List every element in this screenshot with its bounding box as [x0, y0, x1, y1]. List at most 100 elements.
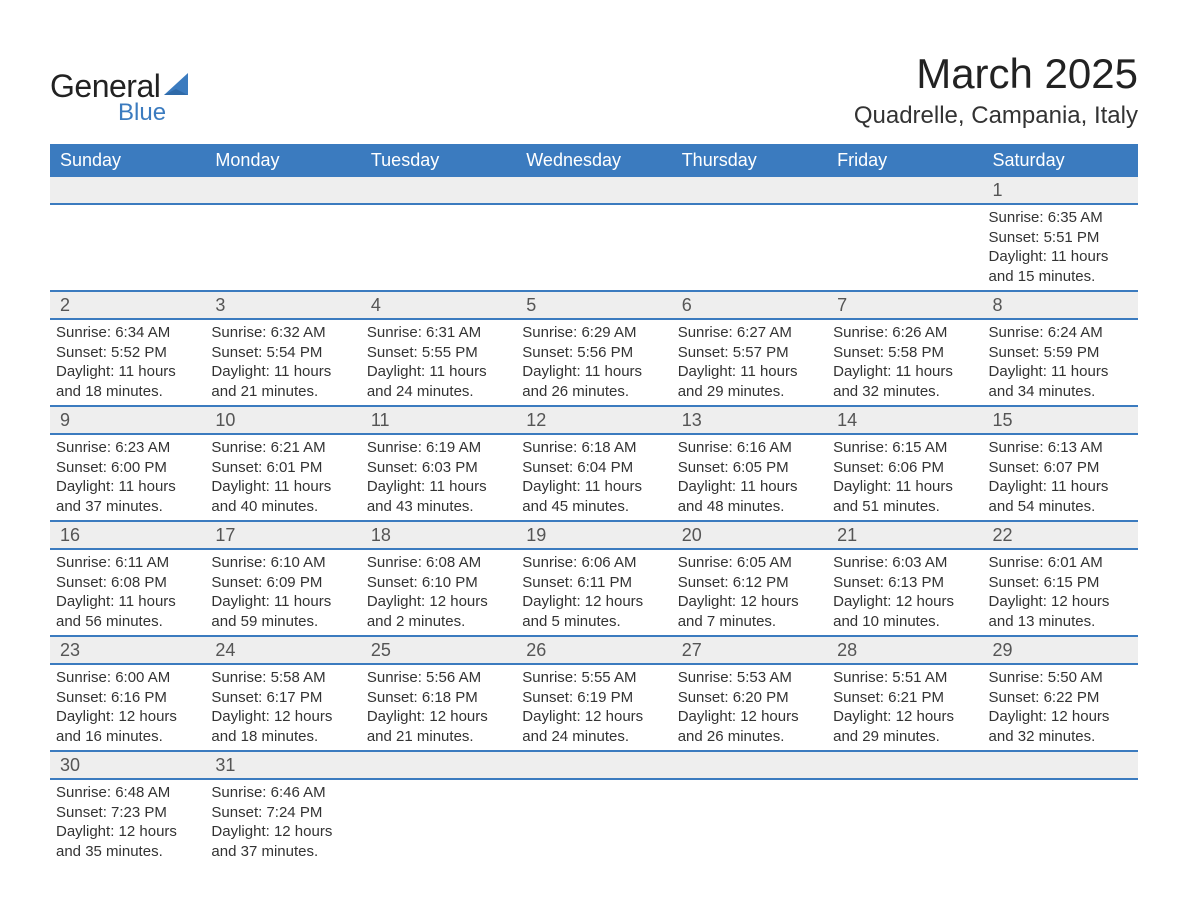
daylight-line1: Daylight: 12 hours — [989, 592, 1132, 612]
day-data-cell — [361, 779, 516, 865]
daylight-line1: Daylight: 11 hours — [211, 477, 354, 497]
sunrise-text: Sunrise: 6:35 AM — [989, 208, 1132, 228]
day-number-cell — [50, 177, 205, 204]
day-data-cell — [672, 204, 827, 291]
day-data-cell: Sunrise: 6:11 AMSunset: 6:08 PMDaylight:… — [50, 549, 205, 636]
sunrise-text: Sunrise: 6:31 AM — [367, 323, 510, 343]
day-number: 31 — [205, 752, 360, 778]
day-number-cell: 22 — [983, 521, 1138, 549]
weekday-header: Monday — [205, 144, 360, 177]
day-data-cell: Sunrise: 6:13 AMSunset: 6:07 PMDaylight:… — [983, 434, 1138, 521]
day-number: 6 — [672, 292, 827, 318]
sunset-text: Sunset: 6:21 PM — [833, 688, 976, 708]
sunset-text: Sunset: 6:18 PM — [367, 688, 510, 708]
day-data-cell — [827, 779, 982, 865]
daylight-line2: and 54 minutes. — [989, 497, 1132, 517]
sunset-text: Sunset: 6:00 PM — [56, 458, 199, 478]
daylight-line2: and 5 minutes. — [522, 612, 665, 632]
day-number-cell — [516, 751, 671, 779]
day-data: Sunrise: 6:00 AMSunset: 6:16 PMDaylight:… — [50, 665, 205, 750]
day-number-cell — [361, 177, 516, 204]
day-data-cell: Sunrise: 6:27 AMSunset: 5:57 PMDaylight:… — [672, 319, 827, 406]
day-data-row: Sunrise: 6:23 AMSunset: 6:00 PMDaylight:… — [50, 434, 1138, 521]
day-number: 25 — [361, 637, 516, 663]
day-number: 26 — [516, 637, 671, 663]
sunrise-text: Sunrise: 6:48 AM — [56, 783, 199, 803]
day-number-cell — [205, 177, 360, 204]
day-number: 23 — [50, 637, 205, 663]
sunset-text: Sunset: 6:10 PM — [367, 573, 510, 593]
day-number-row: 2345678 — [50, 291, 1138, 319]
day-data: Sunrise: 6:21 AMSunset: 6:01 PMDaylight:… — [205, 435, 360, 520]
daylight-line1: Daylight: 11 hours — [989, 477, 1132, 497]
daylight-line1: Daylight: 12 hours — [678, 707, 821, 727]
sunrise-text: Sunrise: 6:00 AM — [56, 668, 199, 688]
daylight-line1: Daylight: 11 hours — [56, 477, 199, 497]
day-data-cell: Sunrise: 6:21 AMSunset: 6:01 PMDaylight:… — [205, 434, 360, 521]
day-data-cell: Sunrise: 6:48 AMSunset: 7:23 PMDaylight:… — [50, 779, 205, 865]
sunrise-text: Sunrise: 6:15 AM — [833, 438, 976, 458]
day-number-row: 3031 — [50, 751, 1138, 779]
day-data-cell: Sunrise: 6:29 AMSunset: 5:56 PMDaylight:… — [516, 319, 671, 406]
day-data-cell — [827, 204, 982, 291]
day-data-row: Sunrise: 6:35 AMSunset: 5:51 PMDaylight:… — [50, 204, 1138, 291]
sunrise-text: Sunrise: 6:10 AM — [211, 553, 354, 573]
day-data-cell: Sunrise: 6:23 AMSunset: 6:00 PMDaylight:… — [50, 434, 205, 521]
daylight-line1: Daylight: 11 hours — [833, 477, 976, 497]
day-number — [205, 177, 360, 203]
day-number-row: 16171819202122 — [50, 521, 1138, 549]
day-number: 16 — [50, 522, 205, 548]
day-number-cell: 5 — [516, 291, 671, 319]
day-data: Sunrise: 6:34 AMSunset: 5:52 PMDaylight:… — [50, 320, 205, 405]
daylight-line2: and 40 minutes. — [211, 497, 354, 517]
daylight-line2: and 37 minutes. — [211, 842, 354, 862]
sunset-text: Sunset: 5:59 PM — [989, 343, 1132, 363]
day-data: Sunrise: 5:53 AMSunset: 6:20 PMDaylight:… — [672, 665, 827, 750]
daylight-line1: Daylight: 12 hours — [522, 592, 665, 612]
day-data-cell: Sunrise: 6:06 AMSunset: 6:11 PMDaylight:… — [516, 549, 671, 636]
header: General Blue March 2025 Quadrelle, Campa… — [50, 50, 1138, 130]
day-number-cell: 17 — [205, 521, 360, 549]
day-data-cell — [516, 204, 671, 291]
daylight-line2: and 35 minutes. — [56, 842, 199, 862]
daylight-line2: and 29 minutes. — [833, 727, 976, 747]
sunset-text: Sunset: 6:11 PM — [522, 573, 665, 593]
day-number — [672, 177, 827, 203]
day-data-row: Sunrise: 6:48 AMSunset: 7:23 PMDaylight:… — [50, 779, 1138, 865]
day-data-cell: Sunrise: 6:32 AMSunset: 5:54 PMDaylight:… — [205, 319, 360, 406]
day-data-cell: Sunrise: 6:35 AMSunset: 5:51 PMDaylight:… — [983, 204, 1138, 291]
sunrise-text: Sunrise: 6:21 AM — [211, 438, 354, 458]
weekday-header: Friday — [827, 144, 982, 177]
weekday-header-row: Sunday Monday Tuesday Wednesday Thursday… — [50, 144, 1138, 177]
sunset-text: Sunset: 6:22 PM — [989, 688, 1132, 708]
day-number-cell: 1 — [983, 177, 1138, 204]
daylight-line1: Daylight: 11 hours — [833, 362, 976, 382]
day-number-cell: 15 — [983, 406, 1138, 434]
day-number-cell — [827, 751, 982, 779]
daylight-line2: and 26 minutes. — [522, 382, 665, 402]
sunset-text: Sunset: 6:12 PM — [678, 573, 821, 593]
day-number — [827, 752, 982, 778]
sunrise-text: Sunrise: 6:32 AM — [211, 323, 354, 343]
day-data — [516, 780, 671, 807]
day-data: Sunrise: 6:06 AMSunset: 6:11 PMDaylight:… — [516, 550, 671, 635]
daylight-line2: and 16 minutes. — [56, 727, 199, 747]
day-data: Sunrise: 6:19 AMSunset: 6:03 PMDaylight:… — [361, 435, 516, 520]
day-number: 5 — [516, 292, 671, 318]
day-number: 11 — [361, 407, 516, 433]
daylight-line1: Daylight: 11 hours — [522, 362, 665, 382]
sunset-text: Sunset: 7:23 PM — [56, 803, 199, 823]
day-number-cell: 31 — [205, 751, 360, 779]
day-data — [361, 780, 516, 807]
day-number: 29 — [983, 637, 1138, 663]
day-number-cell: 2 — [50, 291, 205, 319]
sunrise-text: Sunrise: 6:26 AM — [833, 323, 976, 343]
day-number: 18 — [361, 522, 516, 548]
day-data-cell: Sunrise: 5:58 AMSunset: 6:17 PMDaylight:… — [205, 664, 360, 751]
logo-word-blue: Blue — [118, 99, 194, 127]
daylight-line2: and 32 minutes. — [989, 727, 1132, 747]
day-data: Sunrise: 6:10 AMSunset: 6:09 PMDaylight:… — [205, 550, 360, 635]
day-number-cell — [983, 751, 1138, 779]
day-data: Sunrise: 6:03 AMSunset: 6:13 PMDaylight:… — [827, 550, 982, 635]
sunrise-text: Sunrise: 5:55 AM — [522, 668, 665, 688]
